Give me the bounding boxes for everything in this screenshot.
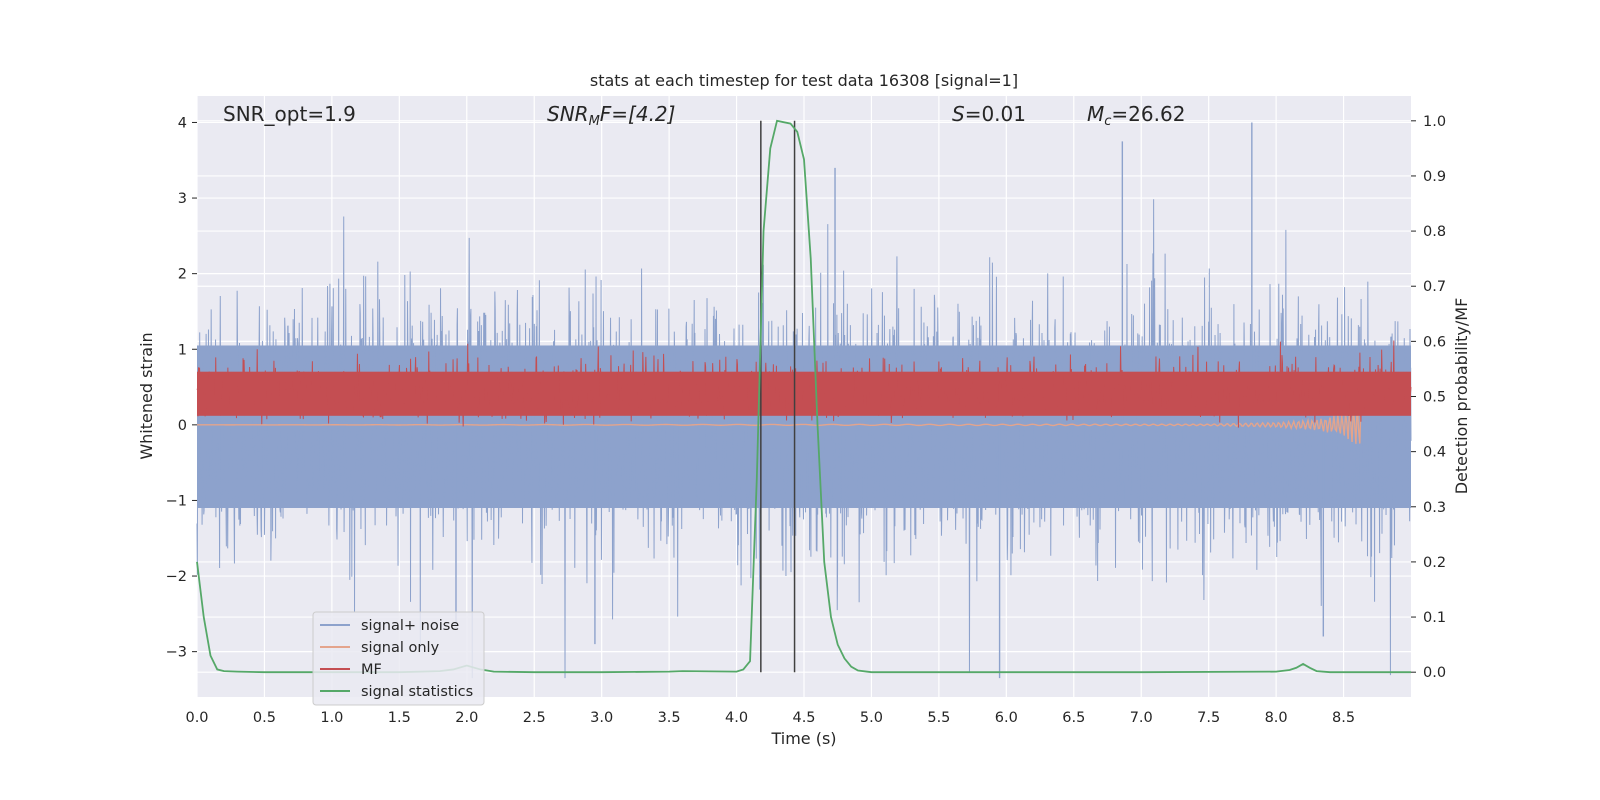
legend-box xyxy=(312,611,485,706)
y-tick-label-left-0: 4 xyxy=(178,115,187,131)
y-tick-label-left-1: 3 xyxy=(178,191,187,207)
x-tick-label-4: 2.0 xyxy=(455,710,478,726)
x-tick-label-14: 7.0 xyxy=(1130,710,1153,726)
mf-series xyxy=(196,340,1412,428)
y-tick-label-right-5: 0.5 xyxy=(1423,390,1446,406)
x-axis-label: Time (s) xyxy=(770,729,836,748)
x-tick-label-13: 6.5 xyxy=(1062,710,1085,726)
x-tick-label-5: 2.5 xyxy=(523,710,546,726)
y-tick-label-right-7: 0.3 xyxy=(1423,500,1446,516)
annotation-mc-rest: =26.62 xyxy=(1111,102,1185,126)
y-tick-label-left-4: 0 xyxy=(178,418,187,434)
x-tick-label-9: 4.5 xyxy=(792,710,815,726)
annotation-mc-sub: c xyxy=(1104,114,1111,129)
x-tick-label-17: 8.5 xyxy=(1332,710,1355,726)
legend: signal+ noise signal only MF signal stat… xyxy=(312,611,485,706)
annotation-snr-mf-sub: M xyxy=(589,114,600,129)
annotation-mc-var: M xyxy=(1087,102,1104,126)
y-tick-label-left-3: 1 xyxy=(178,342,187,358)
x-tick-label-7: 3.5 xyxy=(658,710,681,726)
x-tick-label-10: 5.0 xyxy=(860,710,883,726)
annotation-snr-opt: SNR_opt=1.9 xyxy=(223,102,356,126)
y-tick-label-right-6: 0.4 xyxy=(1423,445,1446,461)
y-tick-label-right-8: 0.2 xyxy=(1423,555,1446,571)
mf-line xyxy=(196,340,1412,428)
x-tick-label-8: 4.0 xyxy=(725,710,748,726)
y-tick-label-right-0: 1.0 xyxy=(1423,114,1446,130)
annotation-snr-mf: SNRMF=[4.2] xyxy=(547,102,675,129)
y-axis-label-right: Detection probability/MF xyxy=(1452,298,1471,495)
legend-label-signal-noise: signal+ noise xyxy=(361,618,459,634)
ticks: 0.0 0.5 1.0 1.5 2.0 2.5 3.0 3.5 4.0 4.5 5.0 5.5 6.0 6… xyxy=(166,114,1446,726)
legend-label-signal-only: signal only xyxy=(361,640,440,656)
annotation-s-var: S xyxy=(952,102,965,126)
annotation-s: S=0.01 xyxy=(952,102,1026,126)
annotation-snr-mf-rest: F=[4.2] xyxy=(600,102,676,126)
x-tick-label-1: 0.5 xyxy=(253,710,276,726)
y-tick-label-right-1: 0.9 xyxy=(1423,169,1446,185)
y-tick-label-left-5: −1 xyxy=(166,493,187,509)
y-tick-label-right-2: 0.8 xyxy=(1423,224,1446,240)
signal-only-line xyxy=(197,398,1362,444)
annotation-mc: Mc=26.62 xyxy=(1087,102,1185,129)
x-tick-label-16: 8.0 xyxy=(1265,710,1288,726)
x-tick-label-11: 5.5 xyxy=(927,710,950,726)
legend-label-signal-statistics: signal statistics xyxy=(361,684,473,700)
annotation-snr-mf-main: SNR xyxy=(547,102,589,126)
y-axis-label: Whitened strain xyxy=(137,332,156,459)
x-tick-label-6: 3.0 xyxy=(590,710,613,726)
y-tick-label-right-10: 0.0 xyxy=(1423,665,1446,681)
legend-label-mf: MF xyxy=(361,662,382,678)
annotation-s-rest: =0.01 xyxy=(965,102,1026,126)
y-tick-label-left-6: −2 xyxy=(166,569,187,585)
y-tick-label-right-9: 0.1 xyxy=(1423,610,1446,626)
y-tick-label-right-4: 0.6 xyxy=(1423,334,1446,350)
y-tick-label-right-3: 0.7 xyxy=(1423,279,1446,295)
x-tick-label-0: 0.0 xyxy=(185,710,208,726)
x-tick-label-3: 1.5 xyxy=(388,710,411,726)
signal-only-series xyxy=(197,398,1362,444)
x-tick-label-15: 7.5 xyxy=(1197,710,1220,726)
y-tick-label-left-7: −3 xyxy=(166,645,187,661)
x-tick-label-12: 6.0 xyxy=(995,710,1018,726)
y-tick-label-left-2: 2 xyxy=(178,267,187,283)
vertical-lines xyxy=(760,120,796,673)
chart-title: stats at each timestep for test data 163… xyxy=(590,71,1018,90)
x-tick-label-2: 1.0 xyxy=(320,710,343,726)
